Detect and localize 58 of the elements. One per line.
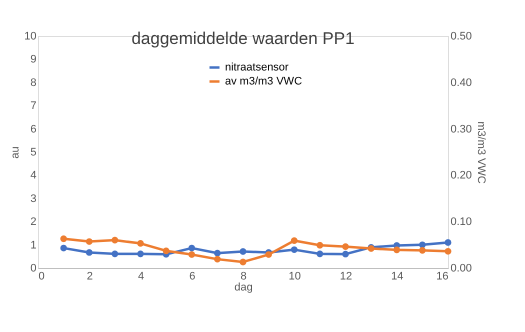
y-tick-label: 0 — [30, 262, 36, 274]
point — [290, 246, 298, 254]
y2-tick-label: 0.40 — [450, 76, 472, 89]
y2-tick-label: 0.20 — [450, 170, 472, 182]
x-tick-label: 14 — [391, 270, 404, 282]
point — [240, 258, 246, 266]
point — [112, 250, 118, 258]
point — [86, 249, 93, 256]
point — [214, 250, 221, 256]
point — [86, 238, 93, 245]
point — [112, 236, 118, 244]
point — [444, 248, 452, 255]
point — [419, 247, 426, 254]
point — [137, 250, 144, 258]
point — [393, 246, 400, 254]
y2-tick-label: 0.10 — [450, 216, 472, 228]
legend-label: av m3/m3 VWC — [225, 76, 302, 88]
point — [188, 244, 196, 252]
y-tick-label: 8 — [30, 76, 36, 89]
x-axis-title: dag — [234, 282, 253, 294]
point — [290, 237, 298, 244]
x-tick-label: 0 — [38, 270, 45, 282]
y-axis-title: au — [9, 146, 22, 159]
point — [444, 239, 452, 246]
x-tick-label: 16 — [436, 270, 448, 282]
y-tick-label: 6 — [30, 123, 36, 136]
y-tick-label: 7 — [30, 100, 36, 112]
x-tick-label: 12 — [340, 270, 352, 282]
point — [188, 251, 196, 258]
chart-title: daggemiddelde waarden PP1 — [131, 29, 355, 48]
x-tick-label: 8 — [240, 270, 247, 282]
point — [240, 248, 246, 255]
point — [342, 243, 349, 250]
point — [60, 244, 67, 252]
y-tick-label: 9 — [30, 54, 36, 66]
point — [137, 240, 144, 247]
y-tick-label: 2 — [30, 216, 36, 228]
y-tick-label: 3 — [30, 192, 36, 205]
y-tick-label: 5 — [30, 146, 36, 158]
x-tick-label: 4 — [138, 270, 144, 282]
y2-axis-title: m3/m3 VWC — [474, 121, 487, 184]
point — [214, 256, 221, 263]
legend-label: nitraatsensor — [225, 62, 289, 74]
y-tick-label: 1 — [30, 239, 36, 252]
point — [316, 250, 324, 258]
x-tick-label: 2 — [86, 270, 93, 282]
point — [316, 242, 324, 249]
point — [60, 235, 67, 242]
y-tick-label: 4 — [30, 170, 36, 182]
x-tick-label: 10 — [288, 270, 301, 282]
y2-tick-label: 0.50 — [450, 30, 472, 42]
y2-tick-label: 0.00 — [450, 262, 472, 274]
point — [162, 247, 170, 254]
y-tick-label: 10 — [24, 30, 36, 42]
point — [419, 241, 426, 248]
y2-tick-label: 0.30 — [450, 123, 472, 136]
point — [342, 250, 349, 258]
x-tick-label: 6 — [189, 270, 196, 282]
